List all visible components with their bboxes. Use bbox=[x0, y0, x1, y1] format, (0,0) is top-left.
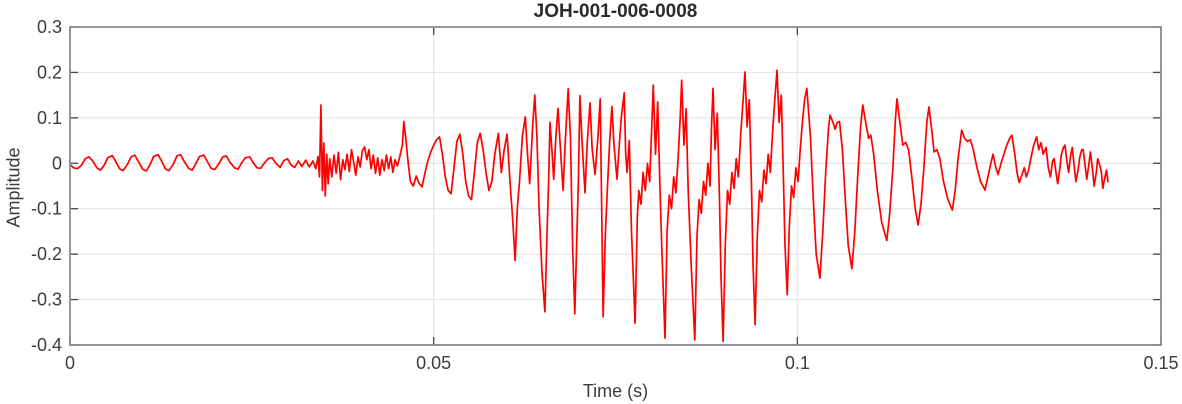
y-tick-label: -0.3 bbox=[31, 290, 62, 310]
y-tick-label: -0.2 bbox=[31, 244, 62, 264]
waveform-line bbox=[69, 69, 1109, 343]
x-tick-label: 0.15 bbox=[1143, 353, 1178, 373]
axes-box bbox=[69, 26, 1162, 346]
y-tick-label: 0.2 bbox=[37, 62, 62, 82]
x-tick-label: 0 bbox=[65, 353, 75, 373]
chart-title: JOH-001-006-0008 bbox=[533, 1, 698, 22]
x-tick-label: 0.1 bbox=[785, 353, 810, 373]
x-tick-label: 0.05 bbox=[416, 353, 451, 373]
y-axis-label: Amplitude bbox=[3, 147, 24, 228]
y-tick-label: 0 bbox=[52, 153, 62, 173]
y-tick-label: 0.1 bbox=[37, 108, 62, 128]
y-tick-label: -0.4 bbox=[31, 335, 62, 355]
y-tick-label: -0.1 bbox=[31, 199, 62, 219]
x-axis-label: Time (s) bbox=[582, 381, 649, 401]
y-tick-label: 0.3 bbox=[37, 17, 62, 37]
